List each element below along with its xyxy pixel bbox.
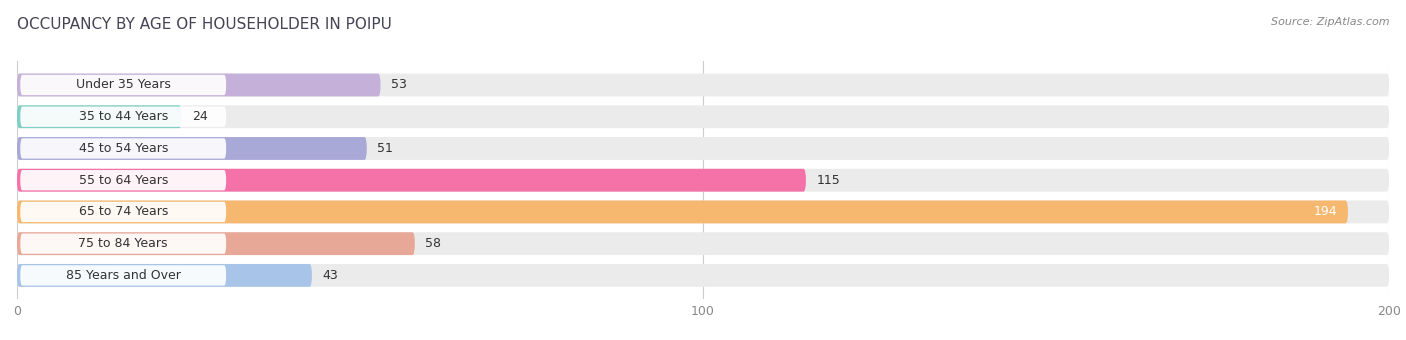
- FancyBboxPatch shape: [20, 202, 226, 222]
- Text: 194: 194: [1315, 205, 1337, 218]
- Text: 53: 53: [391, 79, 406, 91]
- Text: Source: ZipAtlas.com: Source: ZipAtlas.com: [1271, 17, 1389, 27]
- FancyBboxPatch shape: [20, 170, 226, 190]
- FancyBboxPatch shape: [20, 106, 226, 127]
- Text: 65 to 74 Years: 65 to 74 Years: [79, 205, 167, 218]
- FancyBboxPatch shape: [17, 169, 806, 192]
- FancyBboxPatch shape: [17, 201, 1389, 223]
- FancyBboxPatch shape: [17, 232, 1389, 255]
- Text: OCCUPANCY BY AGE OF HOUSEHOLDER IN POIPU: OCCUPANCY BY AGE OF HOUSEHOLDER IN POIPU: [17, 17, 392, 32]
- Text: 45 to 54 Years: 45 to 54 Years: [79, 142, 167, 155]
- FancyBboxPatch shape: [17, 264, 1389, 287]
- FancyBboxPatch shape: [17, 232, 415, 255]
- FancyBboxPatch shape: [20, 138, 226, 159]
- Text: Under 35 Years: Under 35 Years: [76, 79, 170, 91]
- Text: 51: 51: [377, 142, 392, 155]
- FancyBboxPatch shape: [20, 75, 226, 95]
- Text: 115: 115: [817, 174, 839, 187]
- FancyBboxPatch shape: [17, 105, 1389, 128]
- Text: 85 Years and Over: 85 Years and Over: [66, 269, 180, 282]
- Text: 58: 58: [425, 237, 441, 250]
- Text: 24: 24: [191, 110, 208, 123]
- FancyBboxPatch shape: [17, 73, 1389, 97]
- FancyBboxPatch shape: [17, 137, 1389, 160]
- FancyBboxPatch shape: [17, 137, 367, 160]
- FancyBboxPatch shape: [17, 201, 1348, 223]
- FancyBboxPatch shape: [17, 105, 181, 128]
- Text: 35 to 44 Years: 35 to 44 Years: [79, 110, 167, 123]
- Text: 55 to 64 Years: 55 to 64 Years: [79, 174, 167, 187]
- Text: 43: 43: [322, 269, 337, 282]
- FancyBboxPatch shape: [17, 169, 1389, 192]
- FancyBboxPatch shape: [17, 73, 381, 97]
- FancyBboxPatch shape: [20, 234, 226, 254]
- FancyBboxPatch shape: [17, 264, 312, 287]
- Text: 75 to 84 Years: 75 to 84 Years: [79, 237, 167, 250]
- FancyBboxPatch shape: [20, 265, 226, 286]
